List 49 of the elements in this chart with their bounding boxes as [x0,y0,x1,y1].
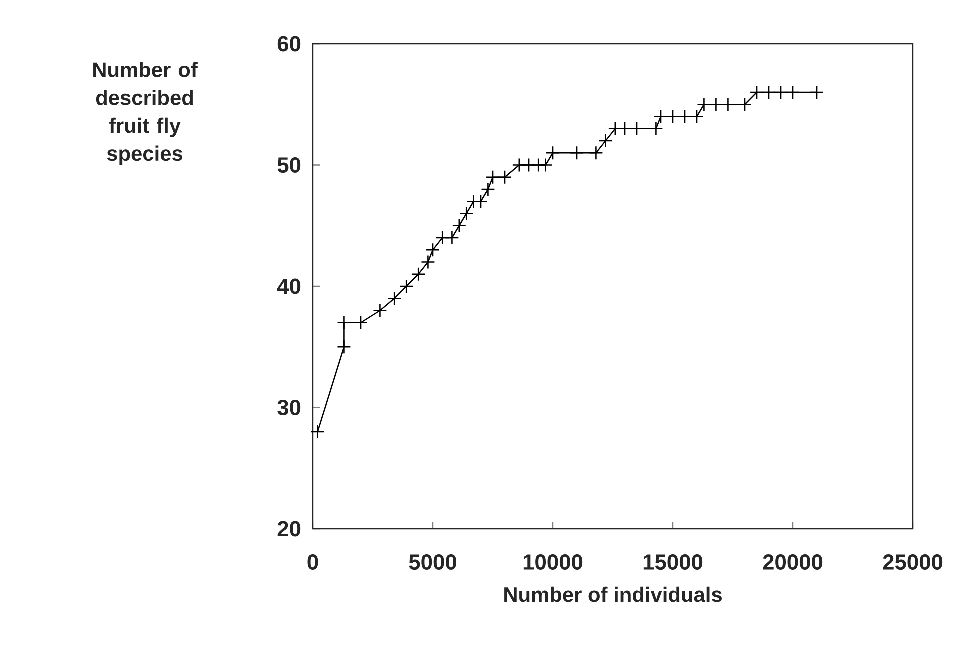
point [411,267,426,282]
point [486,170,500,184]
point [337,340,352,354]
point [750,85,764,100]
point [678,110,692,124]
point [546,146,560,160]
point [697,97,712,112]
point [387,291,402,306]
point [459,206,474,221]
point [337,316,352,330]
point [654,110,668,124]
x-tick-label: 25000 [883,554,943,570]
x-axis-title: Number of individuals [504,586,722,602]
point [570,146,584,160]
point [618,122,632,136]
point [810,85,824,100]
point [666,110,680,124]
point [399,279,414,294]
x-tick-label: 15000 [644,554,703,570]
point [354,316,368,330]
point [649,122,664,136]
point [690,110,704,124]
point [786,85,800,100]
point [538,158,553,172]
point [738,97,752,112]
y-tick-label: 50 [278,157,301,173]
y-tick-label: 30 [278,400,301,416]
x-tick-label: 5000 [409,554,456,570]
y-tick-label: 60 [278,36,301,52]
y-tick-label: 40 [277,278,301,294]
point [452,218,467,233]
point [421,255,436,270]
y-tick-label: 20 [278,521,301,537]
point [310,424,325,440]
point [481,182,496,197]
point [589,146,604,160]
point [474,194,488,209]
x-tick-label: 10000 [524,554,583,570]
point [498,170,512,184]
y-axis-title: Number of described fruit fly species [94,62,198,166]
point [762,85,776,100]
point [445,230,460,246]
x-tick-label: 0 [308,554,318,570]
point [598,134,613,148]
point [774,85,788,100]
point [426,242,440,258]
x-tick-label: 20000 [763,554,823,570]
point [373,304,388,318]
point [630,122,644,136]
